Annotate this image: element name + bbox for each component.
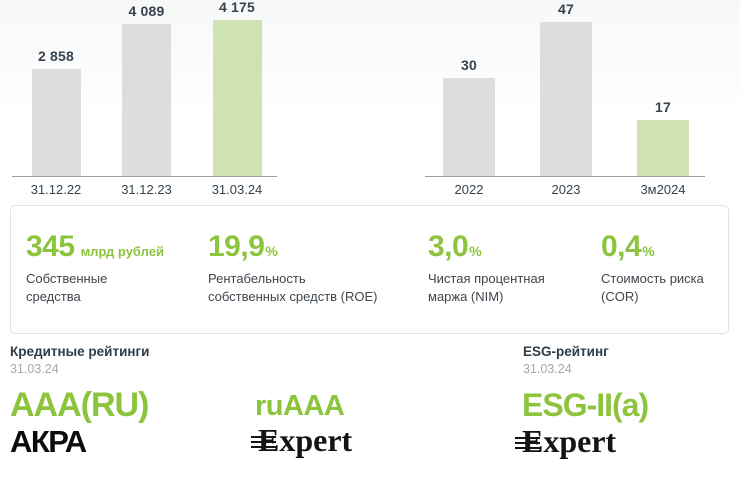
bar <box>540 22 592 176</box>
bar <box>637 120 689 176</box>
kpi-number: 19,9 <box>208 230 265 263</box>
credit-ratings-date: 31.03.24 <box>10 362 59 376</box>
esg-rating-header: ESG-рейтинг 31.03.24 <box>523 344 740 376</box>
kpi-value-row: 0,4% <box>601 232 728 262</box>
bar <box>443 78 495 176</box>
kpi-value-row: 19,9% <box>208 232 428 262</box>
kpi-number: 345 <box>26 230 75 263</box>
x-tick-label: 2022 <box>454 182 484 197</box>
kpi-unit: млрд рублей <box>80 244 164 259</box>
expert-ra-credit-grade: ruAAA <box>255 390 345 422</box>
equity-bar-chart: 2 858 4 089 4 175 31.12.22 31.12.23 31.03.24 <box>12 0 277 197</box>
x-axis: 31.12.22 31.12.23 31.03.24 <box>12 176 277 197</box>
x-tick-label: 2023 <box>551 182 581 197</box>
kpi-number: 0,4 <box>601 230 642 263</box>
plot-area: 30 47 17 <box>425 0 705 176</box>
kpi-cor: 0,4% Стоимость риска (COR) <box>601 232 728 333</box>
kpi-label: Стоимость риска (COR) <box>601 271 704 304</box>
bar-value-label: 4 089 <box>128 3 165 19</box>
bar-value-label: 47 <box>558 1 574 17</box>
x-axis: 2022 2023 3м2024 <box>425 176 705 197</box>
bar-group: 47 <box>534 1 598 176</box>
credit-ratings-title: Кредитные рейтинги <box>10 344 150 359</box>
bar-value-label: 4 175 <box>218 0 256 15</box>
esg-rating-date: 31.03.24 <box>523 362 572 376</box>
kpi-own-funds: 345 млрд рублей Собственные средства <box>26 232 208 333</box>
profit-bar-chart: 30 47 17 2022 2023 3м2024 <box>425 0 705 197</box>
bar-value-label: 30 <box>461 57 477 73</box>
bar-group: 2 858 <box>24 48 88 176</box>
kpi-unit: % <box>642 243 655 259</box>
expert-ra-esg-grade: ESG-II(a) <box>522 387 649 423</box>
kpi-card: 345 млрд рублей Собственные средства 19,9… <box>10 205 729 334</box>
x-tick-label: 31.12.23 <box>121 182 172 197</box>
esg-rating-title: ESG-рейтинг <box>523 344 609 359</box>
kpi-nim: 3,0% Чистая процентная маржа (NIM) <box>428 232 601 333</box>
kpi-label: Чистая процентная маржа (NIM) <box>428 271 545 304</box>
kpi-label: Собственные средства <box>26 271 108 304</box>
credit-ratings-header: Кредитные рейтинги 31.03.24 <box>10 344 310 376</box>
bar <box>122 24 171 176</box>
kpi-value-row: 345 млрд рублей <box>26 232 208 262</box>
kpi-value-row: 3,0% <box>428 232 601 262</box>
acra-credit-grade: AAA(RU) <box>10 386 149 424</box>
expert-ra-logo: Expert <box>514 423 617 459</box>
kpi-label: Рентабельность собственных средств (ROE) <box>208 271 378 304</box>
acra-logo: АКРА <box>10 424 87 459</box>
bar-group: 17 <box>631 99 695 176</box>
bar-value-label: 2 858 <box>37 48 75 64</box>
bar-group: 4 089 <box>115 3 179 176</box>
kpi-unit: % <box>265 243 278 259</box>
x-tick-label: 31.03.24 <box>211 182 263 197</box>
bar-group: 4 175 <box>205 0 269 176</box>
kpi-number: 3,0 <box>428 230 469 263</box>
x-tick-label: 31.12.22 <box>30 182 82 197</box>
expert-ra-logo: Expert <box>250 422 353 458</box>
kpi-unit: % <box>469 243 482 259</box>
bar-value-label: 17 <box>655 99 671 115</box>
bar <box>212 20 262 176</box>
kpi-roe: 19,9% Рентабельность собственных средств… <box>208 232 428 333</box>
bar-group: 30 <box>437 57 501 176</box>
bar <box>31 69 81 176</box>
x-tick-label: 3м2024 <box>640 182 686 197</box>
plot-area: 2 858 4 089 4 175 <box>12 0 277 176</box>
